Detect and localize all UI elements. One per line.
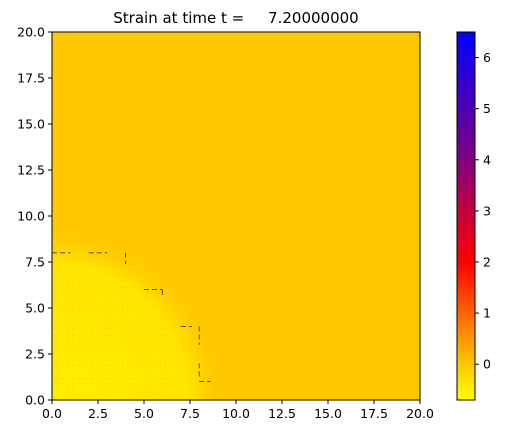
mesh-cell xyxy=(164,364,180,380)
colorbar-tick-label: 5 xyxy=(483,101,491,116)
colorbar: 0 1 2 3 4 5 6 xyxy=(456,31,491,401)
mesh-cell xyxy=(72,328,88,344)
colorbar-tick-label: 2 xyxy=(483,255,491,270)
mesh-cell xyxy=(53,272,69,288)
x-tick-label: 0.0 xyxy=(42,406,62,421)
mesh-cell xyxy=(108,383,124,399)
mesh-cell xyxy=(90,272,106,288)
y-tick-label: 12.5 xyxy=(17,163,45,178)
x-tick-label: 7.5 xyxy=(180,406,200,421)
x-tick-label: 12.5 xyxy=(268,406,296,421)
plot-area xyxy=(52,32,420,400)
y-tick-label: 7.5 xyxy=(25,255,45,270)
mesh-cell xyxy=(53,346,69,362)
mesh-cell xyxy=(90,328,106,344)
y-tick-label: 20.0 xyxy=(17,25,45,40)
mesh-cell xyxy=(145,364,161,380)
mesh-cell xyxy=(53,364,69,380)
mesh-cell xyxy=(108,291,124,307)
mesh-cell xyxy=(127,346,143,362)
mesh-cell xyxy=(90,291,106,307)
colorbar-axis: 0 1 2 3 4 5 6 xyxy=(475,50,491,372)
mesh-cell xyxy=(108,328,124,344)
x-axis: 0.0 2.5 5.0 7.5 10.0 12.5 15.0 17.5 20.0 xyxy=(42,400,434,421)
colorbar-tick-label: 4 xyxy=(483,152,491,167)
mesh-cell xyxy=(108,309,124,325)
colorbar-gradient xyxy=(457,32,475,400)
mesh-cell xyxy=(53,254,69,270)
mesh-cell xyxy=(53,309,69,325)
colorbar-tick-label: 3 xyxy=(483,203,491,218)
x-tick-label: 2.5 xyxy=(88,406,108,421)
y-tick-label: 17.5 xyxy=(17,71,45,86)
mesh-cell xyxy=(164,346,180,362)
mesh-cell xyxy=(90,309,106,325)
mesh-cell xyxy=(72,383,88,399)
x-tick-label: 15.0 xyxy=(314,406,342,421)
mesh-cell xyxy=(53,291,69,307)
mesh-cell xyxy=(127,328,143,344)
colorbar-tick-label: 6 xyxy=(483,50,491,65)
x-tick-label: 5.0 xyxy=(134,406,154,421)
y-tick-label: 10.0 xyxy=(17,209,45,224)
y-tick-label: 5.0 xyxy=(25,301,45,316)
mesh-cell xyxy=(90,254,106,270)
x-tick-label: 20.0 xyxy=(406,406,434,421)
mesh-cell xyxy=(182,328,198,344)
mesh-cell xyxy=(145,309,161,325)
mesh-cell xyxy=(108,346,124,362)
mesh-cell xyxy=(164,309,180,325)
mesh-cell xyxy=(145,383,161,399)
mesh-cell xyxy=(145,328,161,344)
mesh-cell xyxy=(145,346,161,362)
mesh-cell xyxy=(127,309,143,325)
y-tick-label: 0.0 xyxy=(25,393,45,408)
mesh-cell xyxy=(90,383,106,399)
colorbar-tick-label: 0 xyxy=(483,357,491,372)
mesh-cell xyxy=(182,383,198,399)
mesh-cell xyxy=(90,364,106,380)
mesh-cell xyxy=(108,364,124,380)
y-axis: 0.0 2.5 5.0 7.5 10.0 12.5 15.0 17.5 20.0 xyxy=(17,25,52,408)
mesh-cell xyxy=(127,272,143,288)
strain-region xyxy=(52,234,218,400)
y-tick-label: 2.5 xyxy=(25,347,45,362)
mesh-cell xyxy=(72,272,88,288)
mesh-cell xyxy=(72,254,88,270)
mesh-cell xyxy=(182,364,198,380)
mesh-cell xyxy=(90,346,106,362)
mesh-cell xyxy=(164,328,180,344)
colorbar-tick-label: 1 xyxy=(483,306,491,321)
colorbar-frame xyxy=(456,31,476,401)
mesh-cell xyxy=(127,383,143,399)
mesh-cell xyxy=(127,364,143,380)
mesh-cell xyxy=(72,291,88,307)
mesh-cell xyxy=(72,346,88,362)
mesh-cell xyxy=(72,309,88,325)
strain-texture xyxy=(52,252,211,399)
mesh-cell xyxy=(164,383,180,399)
mesh-cell xyxy=(72,364,88,380)
mesh-cell xyxy=(127,291,143,307)
mesh-cell xyxy=(53,383,69,399)
mesh-cell xyxy=(108,272,124,288)
mesh-cell xyxy=(145,291,161,307)
x-tick-label: 17.5 xyxy=(360,406,388,421)
chart-title: Strain at time t = 7.20000000 xyxy=(113,9,358,27)
mesh-cell xyxy=(182,346,198,362)
mesh-cell xyxy=(53,328,69,344)
mesh-cell xyxy=(108,254,124,270)
x-tick-label: 10.0 xyxy=(222,406,250,421)
y-tick-label: 15.0 xyxy=(17,117,45,132)
